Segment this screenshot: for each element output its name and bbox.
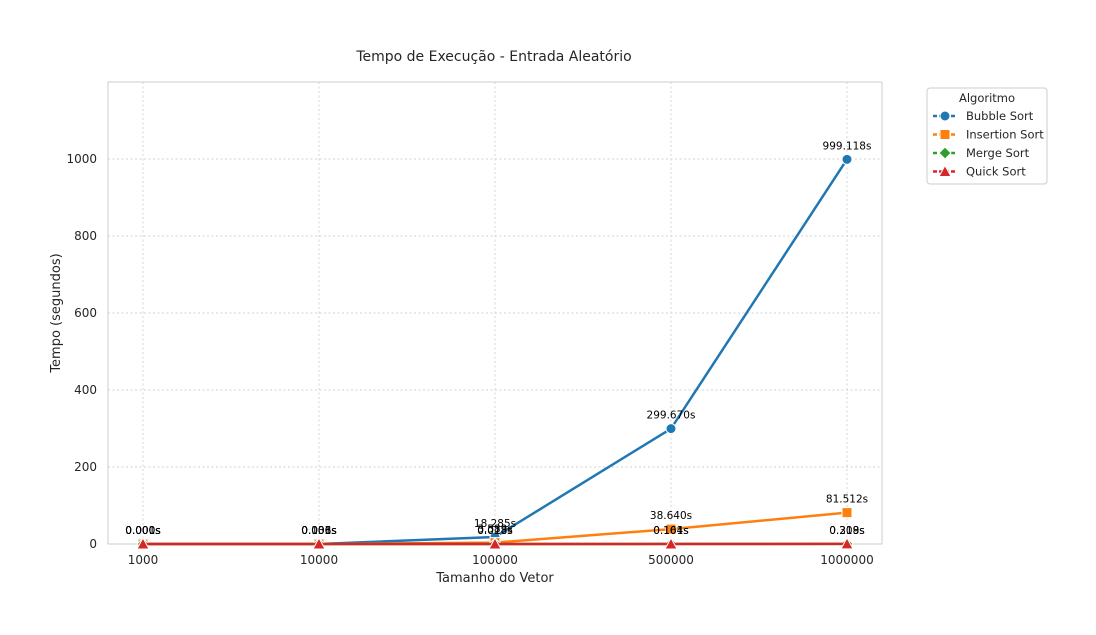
bubble-sort-data-label: 18.285s <box>474 518 516 530</box>
y-tick-label: 1000 <box>66 152 97 166</box>
legend-label: Merge Sort <box>966 146 1030 160</box>
y-tick-label: 0 <box>89 537 97 551</box>
merge-sort-data-label: 0.000s <box>125 525 161 537</box>
legend-label: Insertion Sort <box>966 128 1044 142</box>
legend-marker-square <box>939 129 951 140</box>
quick-sort-point <box>136 536 150 550</box>
grid <box>108 82 882 544</box>
merge-sort-data-label: 0.309s <box>829 525 865 537</box>
y-tick-label: 200 <box>74 460 97 474</box>
quick-sort-data-label: 0.018s <box>477 525 513 537</box>
bubble-sort-data-label: 299.670s <box>647 410 696 422</box>
y-tick-label: 800 <box>74 229 97 243</box>
x-tick-label: 500000 <box>648 553 694 567</box>
y-axis: 0 200 400 600 800 1000 <box>66 152 97 551</box>
legend-items: Bubble Sort Insertion Sort Merge Sort Quick… <box>933 109 1044 179</box>
insertion-sort-data-label: 0.036s <box>301 525 337 537</box>
legend-item-bubble-sort: Bubble Sort <box>933 109 1034 123</box>
data-labels: 0.001s 0.106s18.285s299.670s999.118s0.000… <box>125 140 871 537</box>
merge-sort-data-label: 0.164s <box>653 525 689 537</box>
insertion-sort-data-label: 81.512s <box>826 494 868 506</box>
legend-marker-triangle <box>938 164 952 177</box>
x-axis-title: Tamanho do Vetor <box>435 571 554 586</box>
quick-sort-point <box>664 536 678 550</box>
legend: Algoritmo Bubble Sort Insertion Sort Merge… <box>926 87 1048 185</box>
bubble-sort-data-label: 0.106s <box>301 525 337 537</box>
insertion-sort-point <box>841 507 853 519</box>
insertion-sort-data-label: 3.583s <box>477 524 513 536</box>
legend-marker-circle <box>939 110 951 122</box>
quick-sort-data-label: 0.218s <box>829 525 865 537</box>
legend-box <box>926 87 1048 185</box>
x-tick-label: 100000 <box>472 553 518 567</box>
quick-sort-data-label: 0.101s <box>653 525 689 537</box>
bubble-sort-point <box>665 423 677 435</box>
merge-sort-data-label: 0.003s <box>301 525 337 537</box>
legend-label: Quick Sort <box>966 165 1026 179</box>
quick-sort-point <box>488 536 502 550</box>
series-quick-sort <box>136 536 854 550</box>
y-tick-label: 400 <box>74 383 97 397</box>
insertion-sort-point <box>665 523 677 535</box>
x-axis: 1000 10000 100000 500000 1000000 <box>128 553 874 567</box>
legend-item-insertion-sort: Insertion Sort <box>933 128 1044 142</box>
insertion-sort-data-label: 0.000s <box>125 525 161 537</box>
bubble-sort-data-label: 999.118s <box>823 140 872 152</box>
quick-sort-point <box>840 536 854 550</box>
bubble-sort-point <box>841 153 853 165</box>
legend-label: Bubble Sort <box>966 109 1034 123</box>
insertion-sort-data-label: 38.640s <box>650 510 692 522</box>
y-tick-label: 600 <box>74 306 97 320</box>
x-tick-label: 10000 <box>300 553 338 567</box>
legend-item-quick-sort: Quick Sort <box>933 164 1026 179</box>
x-tick-label: 1000000 <box>820 553 873 567</box>
series <box>136 153 854 551</box>
legend-item-merge-sort: Merge Sort <box>933 146 1030 160</box>
quick-sort-data-label: 0.001s <box>301 525 337 537</box>
merge-sort-data-label: 0.028s <box>477 525 513 537</box>
bubble-sort-data-label: 0.001s <box>125 525 161 537</box>
legend-marker-diamond <box>938 146 952 160</box>
legend-title: Algoritmo <box>959 91 1015 105</box>
y-axis-title: Tempo (segundos) <box>49 253 64 373</box>
chart-title: Tempo de Execução - Entrada Aleatório <box>355 49 631 65</box>
x-tick-label: 1000 <box>128 553 159 567</box>
quick-sort-point <box>312 536 326 550</box>
quick-sort-data-label: 0.000s <box>125 525 161 537</box>
